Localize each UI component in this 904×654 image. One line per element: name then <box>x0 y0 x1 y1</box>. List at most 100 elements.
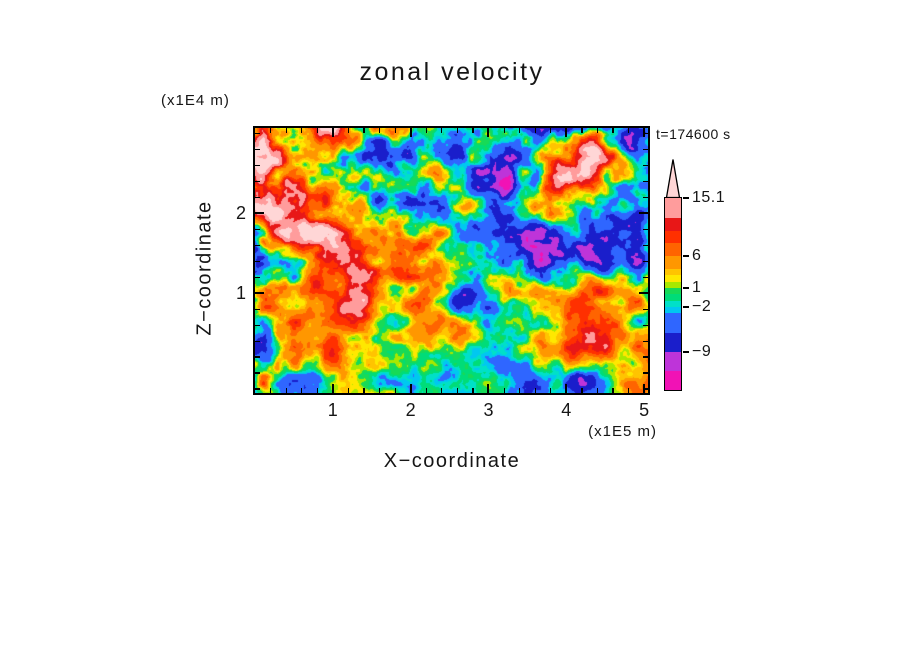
x-minor-tick <box>347 128 350 133</box>
x-minor-tick <box>316 128 318 133</box>
z-major-tick <box>255 212 264 215</box>
x-minor-tick <box>270 388 272 393</box>
time-label: t=174600 s <box>656 126 731 142</box>
x-minor-tick <box>472 388 474 393</box>
x-minor-tick <box>534 388 536 393</box>
x-axis-title: X−coordinate <box>383 450 521 472</box>
colorbar-tick <box>683 350 689 353</box>
x-tick-label: 5 <box>639 400 650 420</box>
z-minor-tick <box>643 356 648 358</box>
x-minor-tick <box>519 128 521 133</box>
x-minor-tick <box>581 388 583 393</box>
z-minor-tick <box>643 164 648 167</box>
z-minor-tick <box>643 276 648 278</box>
colorbar-segment <box>665 268 681 276</box>
x-major-tick <box>487 384 490 393</box>
x-minor-tick <box>379 388 381 393</box>
z-minor-tick <box>643 132 648 135</box>
x-minor-tick <box>394 128 396 133</box>
colorbar-segment <box>665 275 681 282</box>
x-minor-tick <box>550 128 552 133</box>
colorbar-label: 1 <box>692 278 702 296</box>
x-minor-tick <box>612 388 614 393</box>
x-minor-tick <box>503 388 505 393</box>
z-minor-tick <box>643 324 648 326</box>
colorbar-segment <box>665 370 681 390</box>
colorbar-segment <box>665 294 681 301</box>
z-major-tick <box>255 292 264 295</box>
x-minor-tick <box>612 128 614 133</box>
colorbar-segment <box>665 287 681 295</box>
x-minor-tick <box>456 128 459 133</box>
z-minor-tick <box>255 324 260 326</box>
z-minor-tick <box>255 356 260 358</box>
z-minor-tick <box>255 148 260 151</box>
x-minor-tick <box>441 388 443 393</box>
z-minor-tick <box>255 164 260 167</box>
x-minor-tick <box>363 128 365 133</box>
z-minor-tick <box>643 244 648 246</box>
colorbar-segment <box>665 281 681 288</box>
x-minor-tick <box>301 128 303 133</box>
x-major-tick <box>409 128 412 137</box>
z-minor-tick <box>643 388 648 390</box>
z-minor-tick <box>255 180 260 183</box>
z-minor-tick <box>643 260 648 262</box>
x-minor-tick <box>316 388 318 393</box>
x-minor-tick <box>301 388 303 393</box>
x-minor-tick <box>270 128 272 133</box>
colorbar-label: −9 <box>692 342 712 360</box>
colorbar-tick <box>683 286 689 289</box>
z-minor-tick <box>255 340 260 342</box>
z-minor-tick <box>255 132 260 135</box>
x-minor-tick <box>534 128 536 133</box>
colorbar-segment <box>665 313 681 333</box>
x-major-tick <box>565 384 568 393</box>
z-minor-tick <box>643 196 648 199</box>
heatmap-canvas <box>255 128 648 393</box>
colorbar-label: 6 <box>692 247 702 265</box>
x-tick-label: 3 <box>483 400 494 420</box>
colorbar-segment <box>665 230 681 244</box>
x-minor-tick <box>550 388 552 393</box>
colorbar-segment <box>665 332 681 352</box>
z-minor-tick <box>643 228 648 230</box>
x-tick-label: 1 <box>327 400 338 420</box>
colorbar-segment <box>665 307 681 314</box>
colorbar-segment <box>665 217 681 231</box>
x-minor-tick <box>581 128 583 133</box>
colorbar-tick <box>683 197 689 199</box>
x-minor-tick <box>596 128 599 133</box>
colorbar-over-arrow-icon <box>665 159 681 198</box>
z-minor-tick <box>255 260 260 262</box>
x-minor-tick <box>596 388 599 393</box>
x-minor-tick <box>628 128 630 133</box>
colorbar-segment <box>665 198 681 218</box>
z-minor-tick <box>255 308 260 310</box>
z-minor-tick <box>643 340 648 342</box>
z-tick-label: 1 <box>235 283 246 304</box>
x-tick-label: 2 <box>405 400 416 420</box>
x-major-tick <box>487 128 490 137</box>
x-minor-tick <box>519 388 521 393</box>
x-minor-tick <box>628 388 630 393</box>
colorbar-segment <box>665 351 681 371</box>
z-minor-tick <box>643 148 648 151</box>
z-major-tick <box>639 212 648 215</box>
colorbar-label: −2 <box>692 298 712 316</box>
z-minor-tick <box>255 196 260 199</box>
x-minor-tick <box>347 388 350 393</box>
colorbar-segment <box>665 243 681 257</box>
z-minor-tick <box>255 388 260 390</box>
x-minor-tick <box>456 388 459 393</box>
x-major-tick <box>331 128 334 137</box>
z-minor-tick <box>643 308 648 310</box>
z-tick-label: 2 <box>235 203 246 224</box>
chart-title: zonal velocity <box>359 58 545 86</box>
x-minor-tick <box>425 128 427 133</box>
x-axis-unit-label: (x1E5 m) <box>588 423 657 440</box>
colorbar <box>664 197 682 391</box>
z-minor-tick <box>255 228 260 230</box>
z-axis-unit-label: (x1E4 m) <box>161 92 230 109</box>
